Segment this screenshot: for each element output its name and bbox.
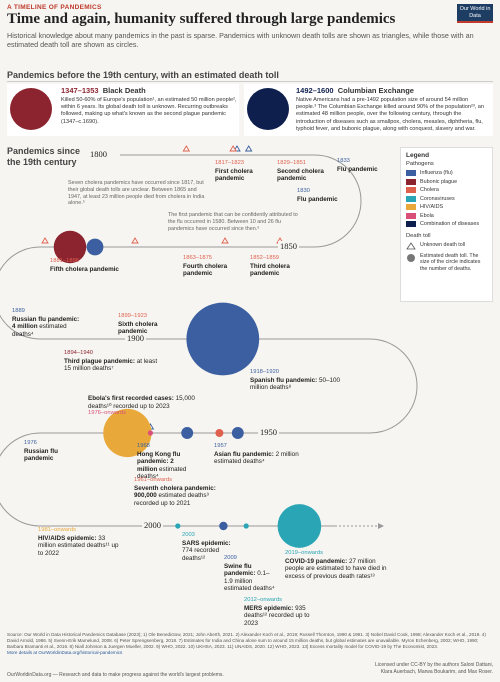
mark-hiv-aids-epidemic-1981 [103, 408, 152, 458]
year-1900: 1900 [125, 333, 146, 343]
label-cholera3: 1852–1859 Third cholera pandemic [250, 255, 290, 277]
legend-item-ebola: Ebola [406, 212, 487, 221]
columbian-title: 1492–1600 Columbian Exchange [296, 86, 414, 95]
mark-fourth-cholera-pandemic-1863 [221, 237, 229, 244]
label-russian1976: 1976 Russian flu pandemic [24, 440, 58, 462]
footer-source-text: Source: Our World in Data Historical Pan… [7, 632, 486, 649]
black-death-text: Killed 50-60% of Europe's population¹, a… [61, 97, 237, 125]
mark-flu-pandemic-1833 [244, 145, 253, 152]
columbian-text: Native Americans had a pre-1492 populati… [296, 97, 485, 132]
legend: Legend Pathogens Influenza (flu) Bubonic… [400, 147, 493, 302]
license: Licensed under CC-BY by the authors Salo… [374, 662, 493, 675]
label-plague3: 1894–1940 Third plague pandemic: at least… [64, 350, 158, 372]
mark-sars-epidemic-2003 [175, 523, 181, 529]
legend-item-plague: Bubonic plague [406, 178, 487, 187]
black-death-card: 1347–1353 Black Death Killed 50-60% of E… [7, 84, 239, 136]
legend-item-combination: Combination of diseases [406, 220, 487, 229]
page-subtitle: Historical knowledge about many pandemic… [7, 31, 474, 49]
columbian-card: 1492–1600 Columbian Exchange Native Amer… [244, 84, 493, 136]
circle-icon [407, 253, 415, 262]
columbian-circle [247, 88, 289, 130]
legend-item-influenza: Influenza (flu) [406, 169, 487, 178]
year-2000: 2000 [142, 520, 163, 530]
mark-first-cholera-pandemic-1817 [182, 145, 191, 152]
label-mers: 2012–onwards MERS epidemic: 935 deaths¹² … [244, 597, 310, 627]
mark-ebola-s-first-recorded-cases-1976 [147, 430, 153, 436]
mark-third-plague-pandemic-1894 [53, 230, 87, 264]
section-divider [7, 81, 493, 82]
label-asian: 1957 Asian flu pandemic: 2 million estima… [214, 443, 299, 465]
label-cholera5: 1881–1896 Fifth cholera pandemic [50, 258, 119, 273]
mark-russian-flu-pandemic-1889 [86, 238, 104, 256]
label-spanish: 1918–1920 Spanish flu pandemic: 50–100 mi… [250, 369, 340, 391]
pre19-heading: Pandemics before the 19th century, with … [7, 70, 279, 80]
label-ebola: Ebola's first recorded cases: 15,000 dea… [88, 395, 195, 416]
label-cholera4: 1863–1875 Fourth cholera pandemic [183, 255, 228, 277]
mark-spanish-flu-pandemic-1918 [186, 302, 260, 376]
timeline-arrow [378, 523, 384, 529]
label-covid: 2019–onwards COVID-19 pandemic: 27 millio… [285, 550, 387, 580]
legend-item-hiv: HIV/AIDS [406, 203, 487, 212]
label-flu1830: 1830 Flu pandemic [297, 188, 338, 203]
page-title: Time and again, humanity suffered throug… [7, 11, 396, 27]
year-1850: 1850 [278, 241, 299, 251]
mark-mers-epidemic-2012 [243, 523, 249, 529]
mark-sixth-cholera-pandemic-1899 [41, 237, 49, 244]
timeline-label: Pandemics since the 19th century [7, 146, 81, 167]
legend-unknown: Unknown death toll [406, 242, 487, 250]
mark-covid-19-pandemic-2019 [277, 504, 322, 548]
legend-estimated: Estimated death toll. The size of the ci… [406, 253, 487, 273]
footer-more-link[interactable]: More details at OurWorldinData.org/histo… [7, 650, 123, 655]
legend-subtitle: Pathogens [406, 161, 434, 167]
year-1800: 1800 [88, 149, 109, 159]
label-flu1833: 1833 Flu pandemic [337, 158, 378, 173]
label-hongkong: 1968 Hong Kong flu pandemic: 2 million es… [137, 443, 187, 480]
footer-sources: Source: Our World in Data Historical Pan… [7, 632, 493, 656]
legend-item-coronavirus: Coronaviruses [406, 195, 487, 204]
legend-deathtoll-title: Death toll [406, 232, 431, 239]
mark-second-cholera-pandemic-1829 [229, 145, 237, 152]
label-russian1889: 1889 Russian flu pandemic: 4 million esti… [12, 308, 80, 338]
cholera-note: Seven cholera pandemics have occurred si… [68, 180, 205, 207]
triangle-icon [406, 241, 416, 249]
label-swine: 2009 Swine flu pandemic: 0.1–1.9 million … [224, 555, 275, 592]
footer-bottom: OurWorldinData.org — Research and data t… [7, 672, 224, 678]
label-cholera2: 1829–1851 Second cholera pandemic [277, 160, 324, 182]
mark-fifth-cholera-pandemic-1881 [131, 237, 139, 244]
label-cholera1: 1817–1823 First cholera pandemic [215, 160, 253, 182]
mark-swine-flu-pandemic-2009 [219, 521, 228, 531]
legend-item-cholera: Cholera [406, 186, 487, 195]
legend-title: Legend [406, 152, 430, 159]
flu-note: The first pandemic that can be confident… [168, 212, 298, 232]
owid-logo[interactable]: Our World in Data [457, 4, 493, 23]
kicker: A TIMELINE OF PANDEMICS [7, 4, 102, 11]
mark-hong-kong-flu-pandemic-1968 [181, 427, 194, 439]
label-cholera6: 1899–1923 Sixth cholera pandemic [118, 313, 158, 335]
mark-asian-flu-pandemic-1957 [231, 427, 244, 439]
label-hiv: 1981–onwards HIV/AIDS epidemic: 33 millio… [38, 527, 119, 557]
black-death-circle [10, 88, 52, 130]
year-1950: 1950 [258, 427, 279, 437]
label-cholera7: 1961–onwards Seventh cholera pandemic: 90… [134, 477, 216, 507]
label-sars: 2003 SARS epidemic: 774 recorded deaths¹² [182, 532, 231, 562]
black-death-title: 1347–1353 Black Death [61, 86, 146, 95]
mark-seventh-cholera-pandemic-1961 [215, 429, 224, 437]
